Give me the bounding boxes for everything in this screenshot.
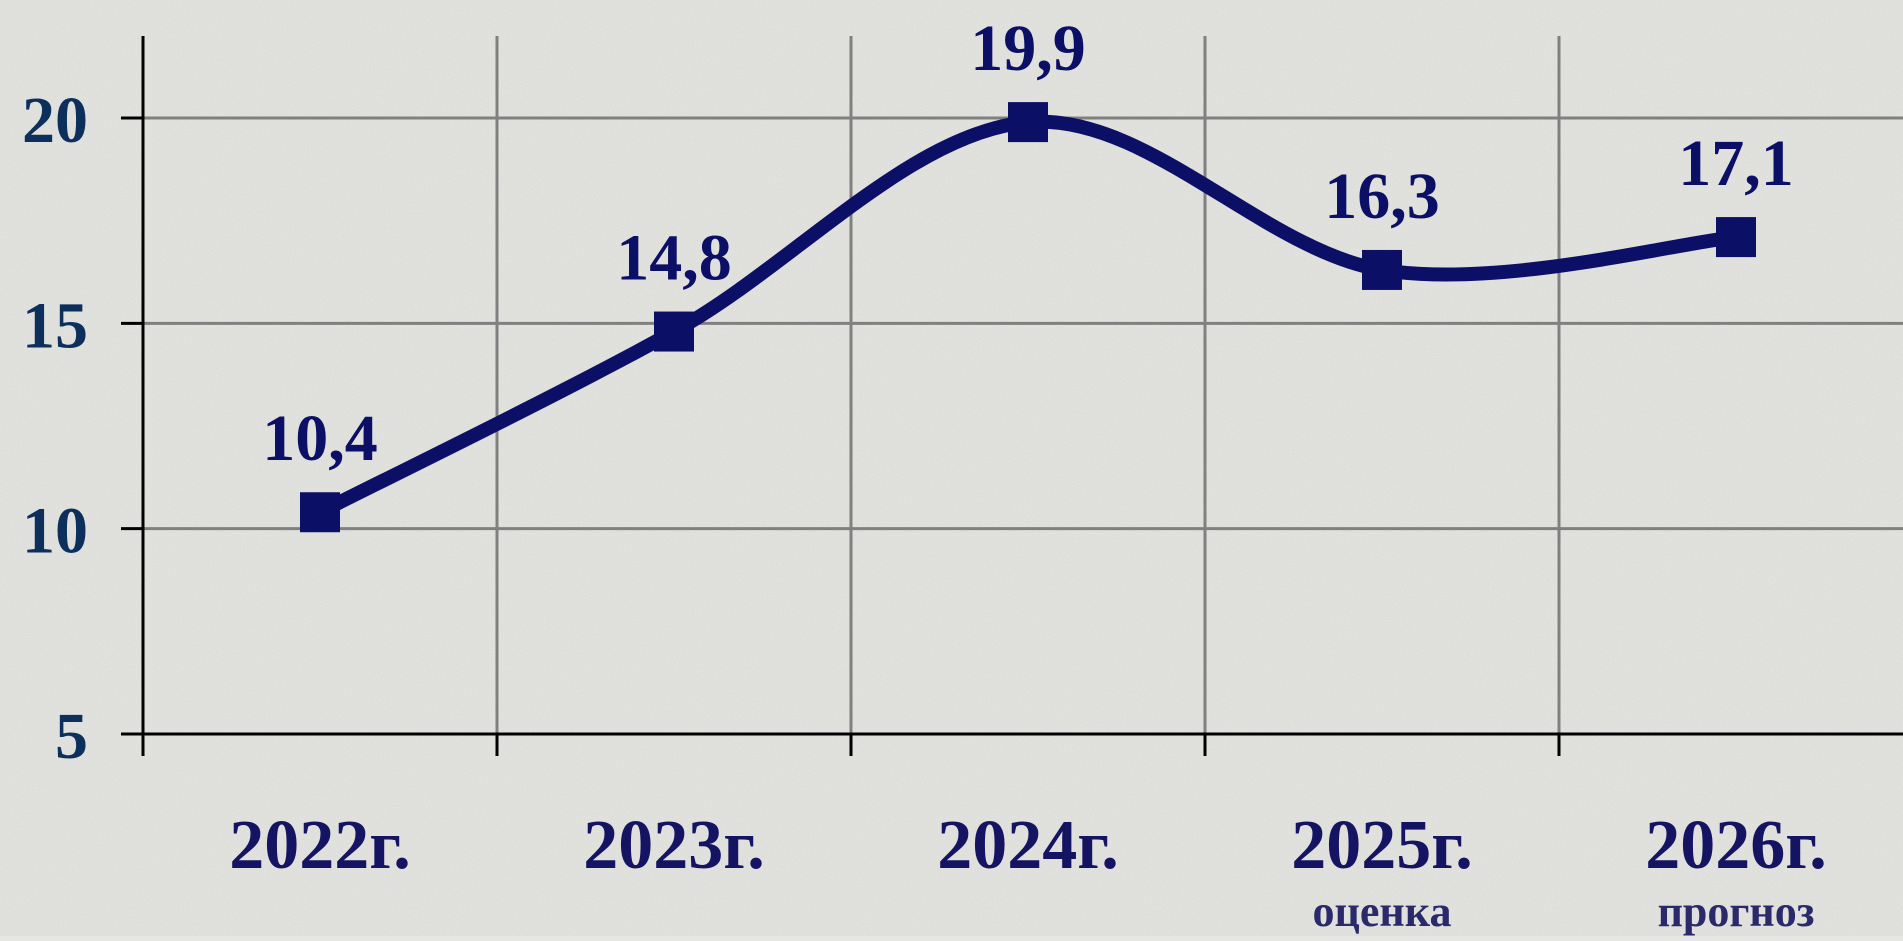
data-point-4 [1716,217,1756,258]
data-label-2: 19,9 [970,12,1086,85]
data-point-2 [1008,102,1048,143]
data-label-3: 16,3 [1324,160,1440,233]
x-tick-label-1: 2023г. [583,807,764,884]
y-tick-label-20: 20 [22,84,88,157]
y-tick-label-10: 10 [22,495,88,568]
x-tick-sublabel-4: прогноз [1658,887,1815,936]
x-tick-label-0: 2022г. [229,807,410,884]
x-tick-label-4: 2026г. [1645,807,1826,884]
y-tick-label-5: 5 [55,700,88,773]
x-tick-label-3: 2025г. [1291,807,1472,884]
data-label-0: 10,4 [262,402,378,475]
x-tick-label-2: 2024г. [937,807,1118,884]
data-label-4: 17,1 [1678,127,1794,200]
y-tick-label-15: 15 [22,289,88,362]
data-point-1 [654,311,694,352]
x-tick-sublabel-3: оценка [1313,887,1452,936]
data-label-1: 14,8 [616,222,732,295]
data-point-0 [300,492,340,533]
data-point-3 [1362,249,1402,290]
